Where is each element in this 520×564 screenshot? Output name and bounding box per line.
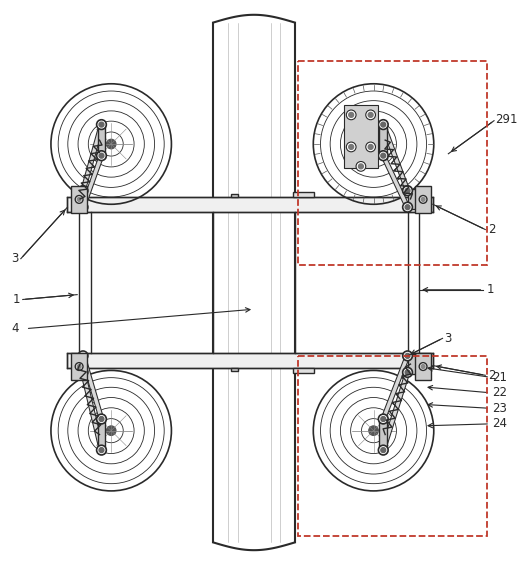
Circle shape (369, 139, 379, 149)
Bar (380, 122, 387, 157)
Bar (293, 192, 314, 197)
Bar (98, 417, 106, 452)
Circle shape (107, 426, 116, 435)
Text: 21: 21 (492, 371, 507, 384)
Circle shape (99, 448, 104, 452)
Text: 1: 1 (486, 283, 494, 296)
Circle shape (81, 370, 85, 375)
Circle shape (77, 197, 81, 201)
Bar (408, 354, 417, 374)
Circle shape (349, 144, 354, 149)
Bar (408, 189, 417, 209)
Circle shape (97, 414, 106, 424)
Bar (231, 193, 239, 197)
Bar (380, 417, 387, 452)
Text: 3: 3 (11, 252, 19, 265)
Circle shape (405, 205, 410, 210)
Bar (293, 368, 314, 373)
Bar (73, 189, 83, 209)
Circle shape (78, 202, 88, 212)
Bar (68, 353, 433, 368)
Circle shape (405, 354, 410, 358)
Bar (298, 61, 487, 266)
Circle shape (97, 445, 106, 455)
Circle shape (379, 414, 388, 424)
Bar (98, 122, 106, 157)
Circle shape (381, 153, 386, 158)
Circle shape (379, 445, 388, 455)
Circle shape (346, 110, 356, 120)
Bar (344, 105, 379, 168)
Circle shape (369, 426, 379, 435)
Circle shape (402, 368, 412, 377)
Circle shape (107, 139, 116, 149)
Bar (71, 353, 87, 380)
Circle shape (81, 188, 85, 193)
Circle shape (366, 110, 375, 120)
Circle shape (405, 370, 410, 375)
Circle shape (75, 363, 83, 371)
Bar (68, 197, 433, 212)
Text: 4: 4 (11, 322, 19, 335)
Text: 291: 291 (495, 113, 517, 126)
Text: 3: 3 (445, 332, 452, 345)
Circle shape (356, 161, 366, 171)
Bar (298, 356, 487, 536)
Circle shape (78, 186, 88, 196)
Circle shape (346, 142, 356, 152)
Circle shape (358, 164, 363, 169)
Circle shape (419, 363, 427, 371)
Circle shape (419, 196, 427, 203)
Circle shape (421, 364, 425, 368)
Circle shape (379, 120, 388, 130)
Circle shape (402, 202, 412, 212)
Circle shape (402, 351, 412, 361)
Text: 24: 24 (492, 417, 507, 430)
Circle shape (366, 142, 375, 152)
Text: 2: 2 (488, 223, 496, 236)
Circle shape (78, 351, 88, 361)
Bar (415, 353, 431, 380)
Text: 22: 22 (492, 386, 507, 399)
Circle shape (75, 196, 83, 203)
Circle shape (405, 188, 410, 193)
Circle shape (379, 151, 388, 161)
Circle shape (381, 122, 386, 127)
Circle shape (99, 122, 104, 127)
Circle shape (99, 417, 104, 421)
Bar (71, 186, 87, 213)
Circle shape (78, 368, 88, 377)
Text: 1: 1 (12, 293, 20, 306)
Circle shape (99, 153, 104, 158)
Circle shape (381, 448, 386, 452)
Text: 2: 2 (488, 369, 496, 382)
Circle shape (402, 186, 412, 196)
Circle shape (368, 112, 373, 117)
Circle shape (381, 417, 386, 421)
Circle shape (81, 205, 85, 210)
Text: 23: 23 (492, 402, 507, 415)
Circle shape (421, 197, 425, 201)
Circle shape (97, 151, 106, 161)
Circle shape (77, 364, 81, 368)
Bar (415, 186, 431, 213)
Circle shape (349, 112, 354, 117)
Bar (231, 368, 239, 371)
Circle shape (97, 120, 106, 130)
Bar (73, 354, 83, 374)
Circle shape (81, 354, 85, 358)
Circle shape (368, 144, 373, 149)
